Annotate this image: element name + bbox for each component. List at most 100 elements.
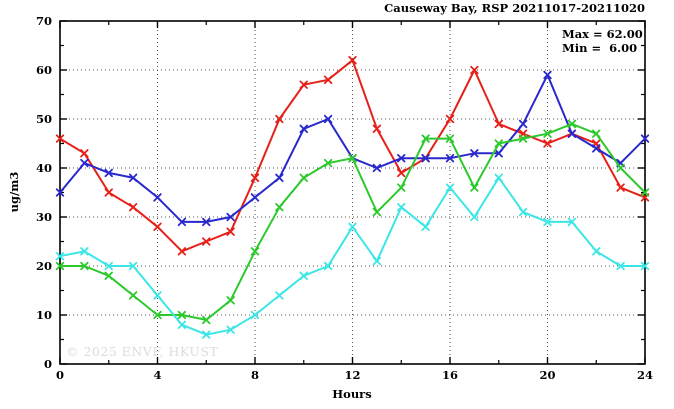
- series-green-marker: [592, 129, 601, 138]
- x-tick-label: 4: [153, 368, 161, 382]
- series-green-marker: [153, 310, 162, 320]
- series-green-marker: [80, 261, 89, 271]
- series-green-marker: [250, 247, 260, 256]
- series-green-marker: [128, 291, 138, 300]
- series-green-marker: [567, 119, 577, 129]
- series-green-marker: [470, 183, 479, 192]
- series-blue-marker: [250, 193, 260, 202]
- series-blue-marker: [80, 158, 89, 168]
- plot-border: [59, 20, 646, 365]
- series-cyan-marker: [250, 310, 260, 320]
- series-blue-line: [59, 73, 646, 223]
- series-blue-marker: [543, 70, 552, 80]
- series-cyan-marker: [421, 222, 430, 231]
- series-blue-marker: [518, 119, 528, 129]
- series-green-marker: [55, 261, 65, 271]
- series-blue-marker: [372, 163, 382, 173]
- series-blue-marker: [153, 193, 162, 202]
- series-red-marker: [348, 56, 357, 65]
- y-tick-label: 70: [36, 14, 52, 28]
- series-green-marker: [397, 183, 406, 192]
- series-blue-marker: [421, 154, 430, 163]
- series-green-marker: [421, 134, 430, 143]
- min-value-label: Min = 6.00: [562, 41, 638, 55]
- y-axis-label: ug/m3: [7, 171, 21, 213]
- series-red-marker: [397, 168, 406, 178]
- max-min-legend: Max = 62.00 Min = 6.00: [562, 27, 643, 55]
- series-red-marker: [226, 227, 235, 236]
- series-green-marker: [202, 315, 211, 325]
- series-cyan-marker: [80, 247, 89, 256]
- series-cyan-marker: [128, 261, 138, 271]
- series-red-marker: [299, 80, 308, 89]
- series-red-marker: [494, 119, 503, 129]
- series-green-marker: [640, 188, 650, 197]
- series-cyan-marker: [445, 183, 455, 192]
- series-red-marker: [250, 173, 260, 182]
- series-green-marker: [104, 271, 113, 280]
- series-blue-marker: [55, 188, 65, 197]
- series-green-marker: [445, 134, 455, 143]
- series-cyan-marker: [543, 217, 552, 227]
- y-tick-label: 40: [36, 161, 52, 175]
- series-red-marker: [177, 247, 187, 256]
- series-green-marker: [323, 158, 333, 168]
- series-green-marker: [616, 163, 625, 173]
- series-blue-marker: [470, 149, 479, 158]
- series-cyan-marker: [567, 217, 577, 227]
- series-red-marker: [372, 124, 382, 133]
- series-cyan-marker: [275, 291, 284, 300]
- series-green-marker: [275, 203, 284, 212]
- series-cyan-marker: [470, 212, 479, 222]
- series-cyan-marker: [616, 261, 625, 271]
- series-cyan-marker: [177, 320, 187, 329]
- x-tick-label: 16: [442, 368, 458, 382]
- y-tick-label: 60: [36, 63, 52, 77]
- x-tick-label: 8: [251, 368, 259, 382]
- series-red-marker: [202, 237, 211, 246]
- series-cyan-line: [59, 176, 645, 336]
- series-green-marker: [494, 139, 503, 148]
- series-cyan-marker: [348, 222, 357, 231]
- series-red-marker: [543, 139, 552, 148]
- series-blue-marker: [592, 144, 601, 153]
- series-green-marker: [226, 296, 235, 305]
- y-tick-label: 10: [36, 308, 52, 322]
- series-cyan-marker: [153, 291, 162, 300]
- series-blue-marker: [104, 168, 113, 178]
- x-tick-label: 12: [344, 368, 360, 382]
- x-axis-label: Hours: [332, 387, 372, 401]
- series-green-marker: [518, 134, 528, 143]
- series-green-marker: [348, 154, 357, 163]
- series-cyan-marker: [494, 173, 503, 182]
- series-cyan-marker: [202, 330, 211, 339]
- series-blue-marker: [299, 124, 308, 133]
- series-cyan-marker: [104, 261, 113, 271]
- series-blue-marker: [397, 154, 406, 163]
- series-red-marker: [470, 65, 479, 75]
- series-blue-marker: [445, 154, 455, 163]
- series-red-marker: [153, 222, 162, 231]
- max-value-label: Max = 62.00: [562, 27, 643, 41]
- series-red-marker: [445, 114, 455, 124]
- series-cyan-marker: [323, 261, 333, 271]
- series-cyan-marker: [299, 271, 308, 280]
- series-red-marker: [80, 149, 89, 158]
- series-green-marker: [543, 129, 552, 138]
- x-tick-label: 20: [539, 368, 555, 382]
- series-cyan-marker: [372, 256, 382, 266]
- series-red-marker: [275, 114, 284, 124]
- x-tick-label: 24: [637, 368, 653, 382]
- series-blue-marker: [202, 217, 211, 227]
- series-red-marker: [55, 134, 65, 143]
- series-cyan-marker: [518, 207, 528, 217]
- series-green-marker: [372, 207, 382, 217]
- y-tick-label: 0: [44, 357, 52, 371]
- series-blue-marker: [275, 173, 284, 182]
- series-blue-marker: [177, 217, 187, 227]
- series-red-marker: [128, 203, 138, 212]
- series-blue-marker: [323, 114, 333, 124]
- y-tick-label: 20: [36, 259, 52, 273]
